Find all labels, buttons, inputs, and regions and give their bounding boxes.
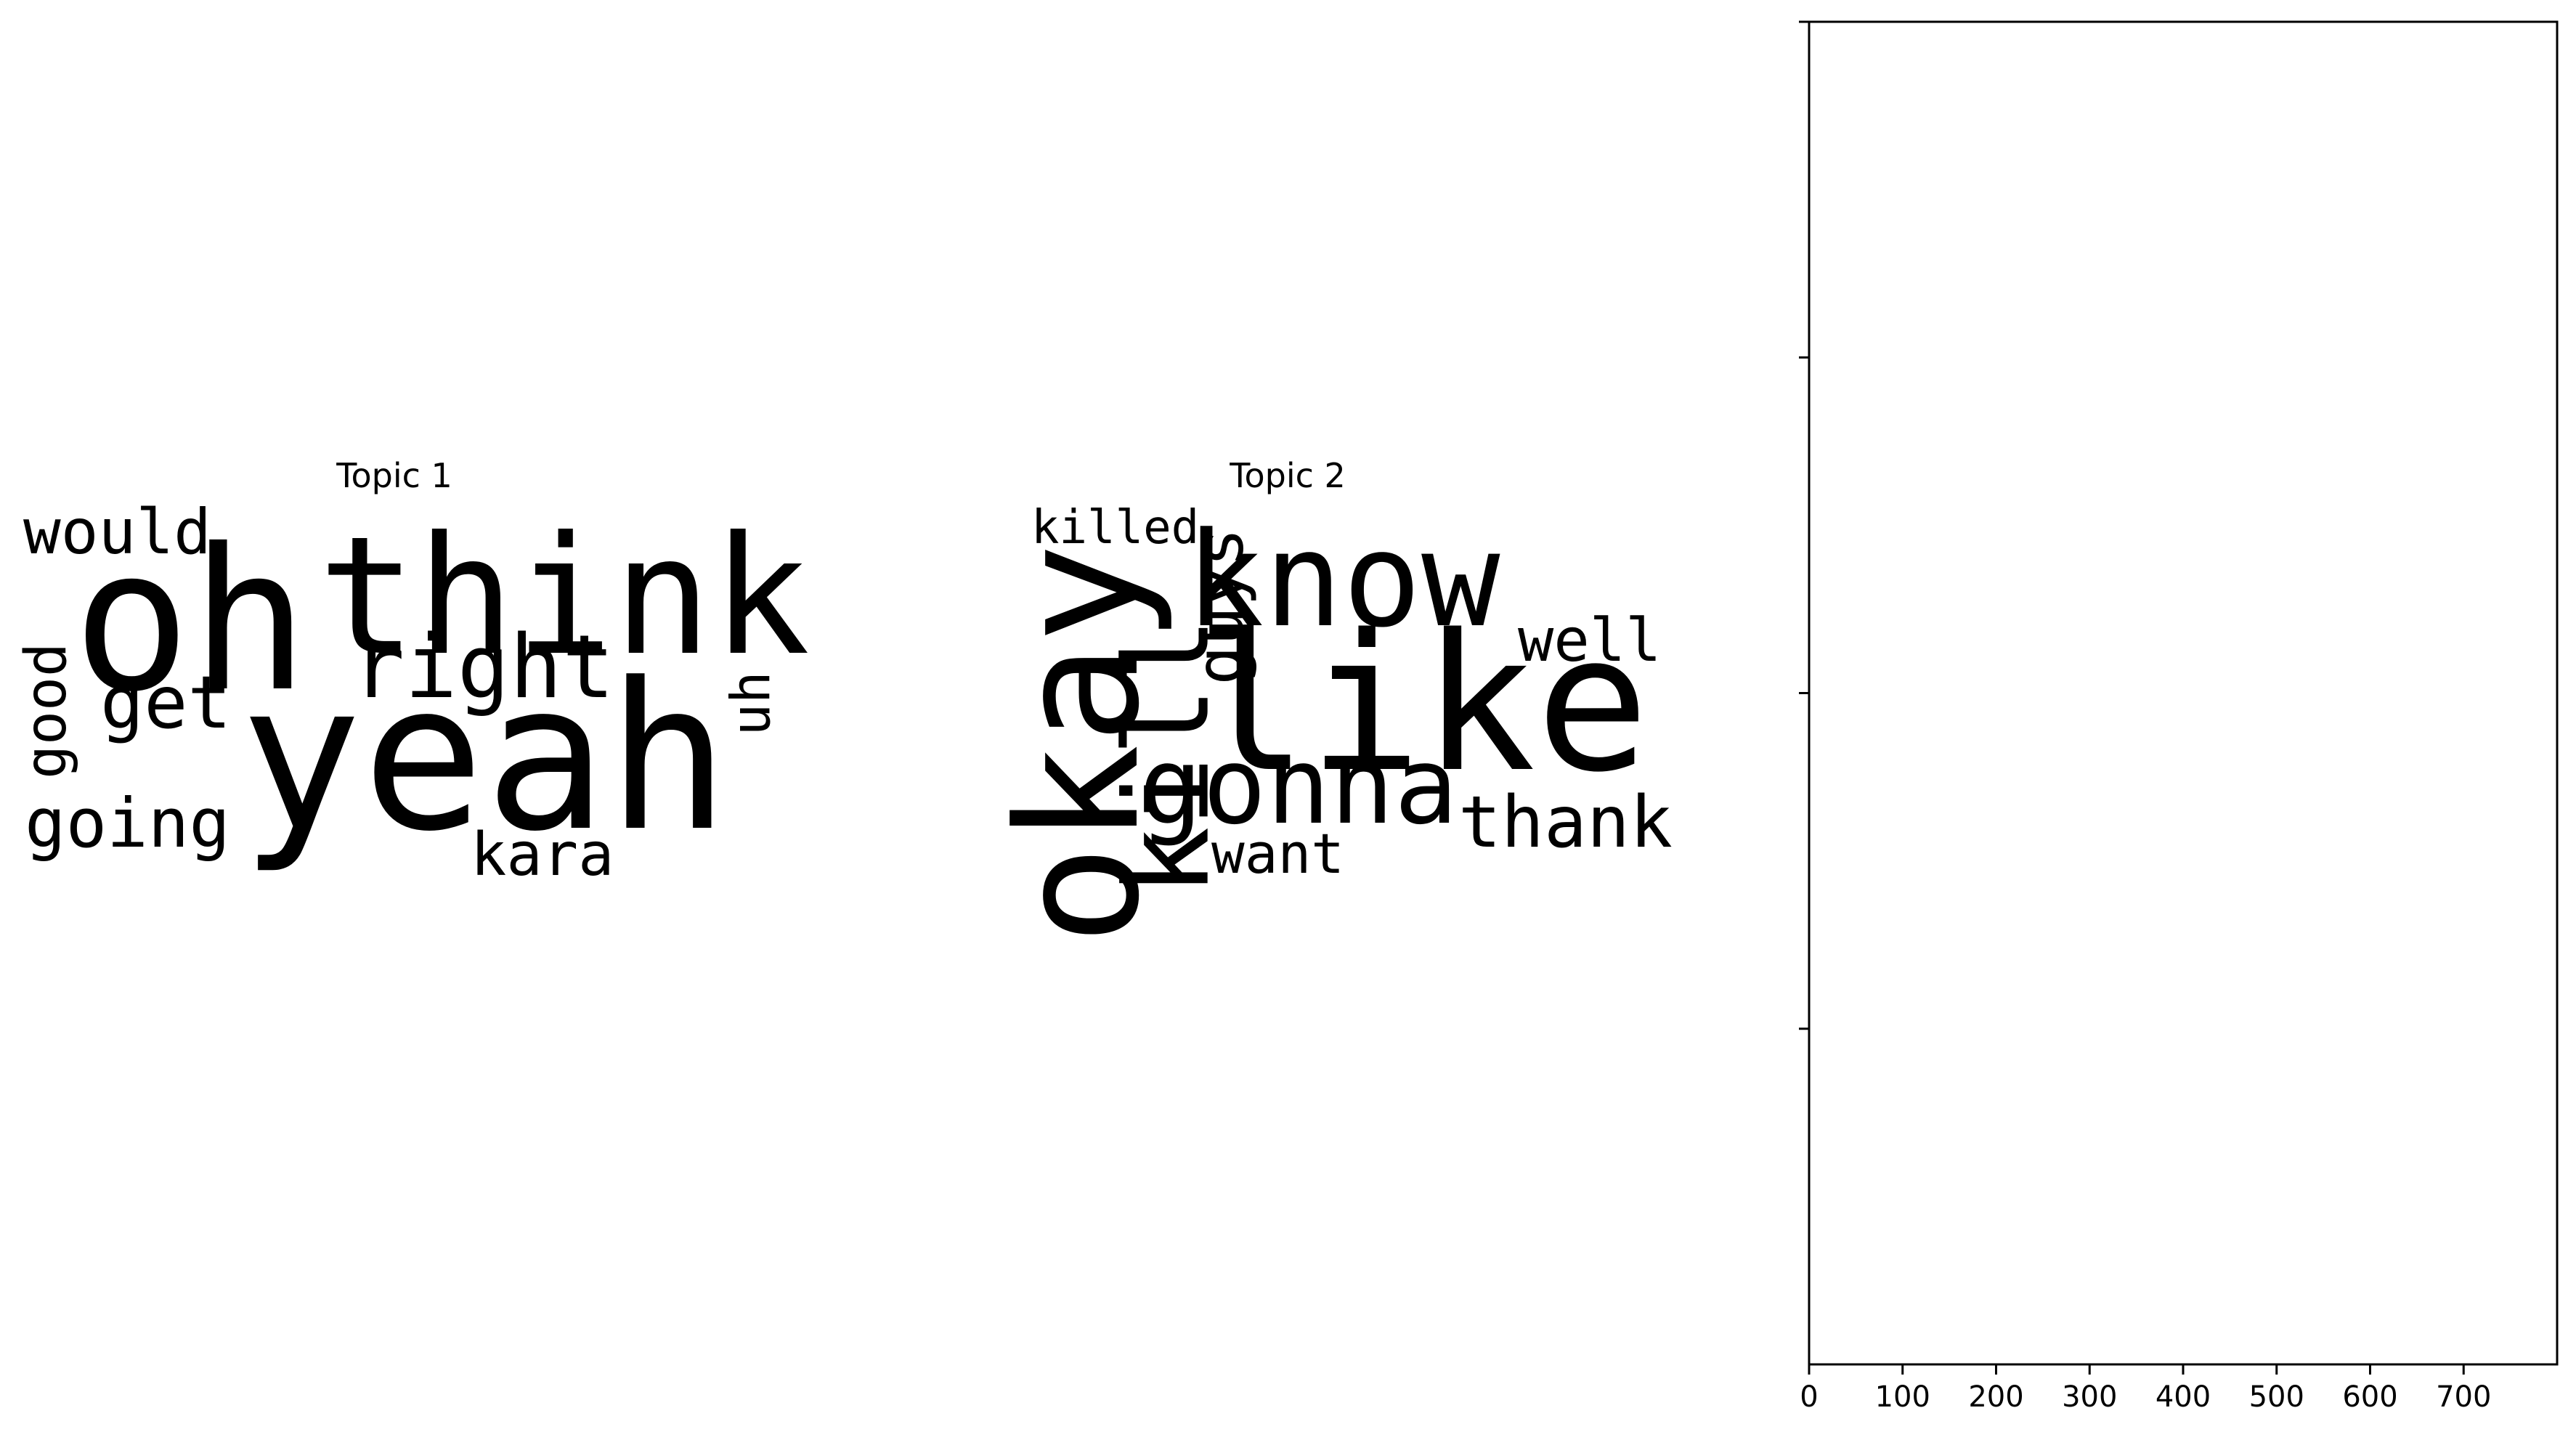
word-would: would — [23, 496, 211, 569]
topic-2-title: Topic 2 — [1230, 456, 1346, 495]
word-yeah: yeah — [240, 640, 730, 876]
topic-1-title: Topic 1 — [336, 456, 452, 495]
word-know: know — [1185, 505, 1500, 656]
x-tick-label: 200 — [1968, 1380, 2023, 1414]
word-like: like — [1195, 595, 1650, 814]
x-tick-label: 100 — [1875, 1380, 1930, 1414]
word-thank: thank — [1458, 781, 1673, 864]
x-tick-label: 0 — [1800, 1380, 1818, 1414]
x-tick-label: 400 — [2156, 1380, 2211, 1414]
word-want: want — [1211, 821, 1345, 886]
x-tick-label: 300 — [2062, 1380, 2117, 1414]
word-gonna: gonna — [1139, 725, 1458, 848]
word-oh: oh — [73, 506, 309, 735]
topic-2-wordcloud: like okay know kill gonna thank guys wel… — [908, 501, 1673, 945]
word-kara: kara — [471, 821, 614, 890]
axes-frame — [1808, 20, 2559, 1366]
word-get: get — [100, 660, 232, 745]
word-well: well — [1518, 606, 1662, 675]
word-think: think — [318, 502, 810, 692]
x-tick-label: 600 — [2342, 1380, 2397, 1414]
word-killed: killed — [1031, 501, 1200, 555]
x-tick-label: 700 — [2436, 1380, 2491, 1414]
word-right: right — [352, 617, 615, 718]
x-tick-label: 500 — [2249, 1380, 2304, 1414]
y-axis — [1799, 20, 1809, 1030]
word-going: going — [25, 784, 230, 863]
topic-1-wordcloud: yeah oh think right get would going good… — [14, 496, 810, 893]
x-axis: 0 100 200 300 400 500 600 700 — [1800, 1364, 2491, 1414]
